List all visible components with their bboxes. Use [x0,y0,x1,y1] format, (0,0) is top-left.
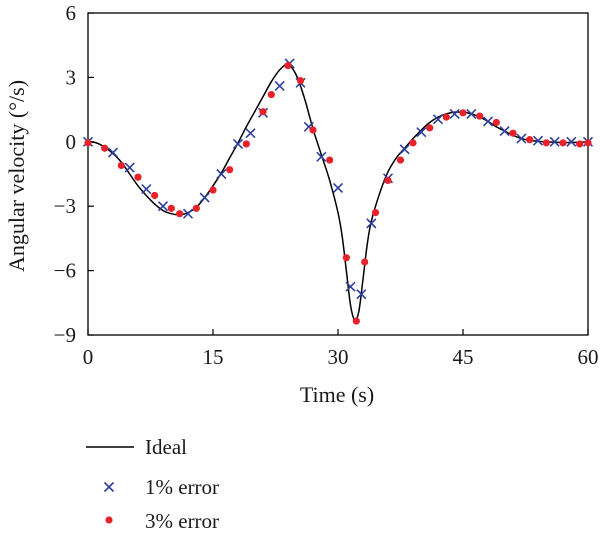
x-marker [366,218,377,229]
x-marker [516,133,527,144]
x-tick-label: 15 [203,345,224,369]
series-1pct-error [82,58,594,300]
x-tick-label: 0 [83,345,94,369]
x-marker [566,136,577,147]
x-tick-label: 60 [578,345,599,369]
dot-marker [326,156,334,164]
x-marker [332,182,344,194]
plot-frame [87,12,589,336]
x-marker [182,208,194,219]
dot-marker [371,209,380,217]
legend-1pct-error-swatch [103,481,115,493]
dot-marker [192,204,200,212]
dot-marker [84,139,92,147]
dot-marker [361,258,369,266]
dot-marker [576,140,584,148]
dot-marker [342,254,350,262]
dot-marker [442,113,450,121]
x-marker [232,138,244,150]
dot-marker [476,112,484,120]
dot-marker [226,166,234,174]
dot-marker [209,186,217,194]
x-tick-label: 45 [453,345,474,369]
dot-marker [101,144,109,152]
dot-marker [526,136,534,144]
dot-marker [584,139,592,147]
plot-border [87,12,589,336]
x-tick-label: 30 [328,345,349,369]
dot-marker [396,156,405,164]
dot-marker [309,126,317,134]
x-marker [216,168,227,180]
x-marker [124,162,135,173]
x-marker [157,201,169,212]
x-marker [499,126,510,137]
dot-marker [492,118,500,127]
dot-marker [242,140,250,148]
x-marker [141,183,152,195]
dot-marker [409,139,417,147]
y-axis-title: Angular velocity (°/s) [4,80,29,272]
y-tick-label: 3 [66,65,77,89]
x-marker [199,192,210,203]
dot-marker [296,77,305,85]
x-marker [399,144,410,155]
dot-marker [151,191,159,200]
dot-marker [284,61,292,70]
dot-marker [542,139,550,147]
x-marker [449,108,460,119]
y-tick-label: 0 [66,130,77,154]
x-marker [345,281,356,292]
x-axis-title: Time (s) [300,382,374,407]
y-tick-label: 6 [66,1,77,25]
x-marker [316,151,327,162]
dot-marker [259,108,267,116]
dot-marker [384,176,392,185]
y-tick-label: −6 [54,259,76,283]
legend-1pct-error-label: 1% error [145,475,219,499]
x-marker [482,116,494,127]
dot-marker [426,124,434,132]
dot-marker [167,204,175,212]
dot-marker [559,139,567,147]
x-marker [416,127,427,138]
ideal-line [87,63,589,321]
legend-ideal-label: Ideal [145,435,187,459]
x-marker [356,289,367,300]
dot-marker [267,90,275,99]
legend-3pct-error-label: 3% error [145,509,219,533]
series-ideal [87,63,589,321]
legend-3pct-error-swatch [105,516,113,524]
dot-marker [134,173,142,181]
x-marker [107,147,119,158]
x-marker [245,128,256,139]
y-tick-label: −9 [54,323,76,347]
x-marker [549,136,560,147]
x-marker [274,80,285,92]
x-marker [466,108,477,119]
y-tick-label: −3 [54,194,76,218]
series-3pct-error [84,61,592,325]
dot-marker [176,210,184,218]
dot-marker [509,129,517,137]
dot-marker [117,161,125,170]
x-marker [532,135,544,146]
legend: Ideal 1% error 3% error [86,435,219,533]
dot-marker [352,317,360,325]
dot-marker [459,109,467,117]
x-marker [432,114,444,125]
